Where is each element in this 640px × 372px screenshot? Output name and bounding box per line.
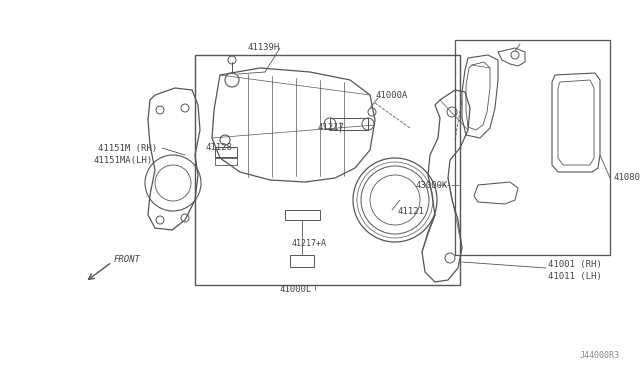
Bar: [455, 40, 610, 255]
Text: 41000L: 41000L: [280, 285, 312, 295]
Text: 43000K: 43000K: [416, 180, 448, 189]
Text: 41217: 41217: [318, 124, 345, 132]
Text: 41128: 41128: [206, 144, 233, 153]
Text: 41001 (RH): 41001 (RH): [548, 260, 602, 269]
Text: 41151MA(LH): 41151MA(LH): [94, 157, 153, 166]
Text: 41217+A: 41217+A: [292, 238, 327, 247]
Text: 41139H: 41139H: [247, 44, 279, 52]
Text: 41080K: 41080K: [613, 173, 640, 183]
Text: FRONT: FRONT: [114, 256, 141, 264]
Bar: [330, 118, 368, 130]
Bar: [215, 147, 237, 157]
Text: 41121: 41121: [397, 208, 424, 217]
Bar: [285, 210, 320, 220]
Bar: [290, 255, 314, 267]
Text: 41000A: 41000A: [375, 90, 407, 99]
Bar: [215, 158, 237, 165]
Text: 41011 (LH): 41011 (LH): [548, 273, 602, 282]
Text: J44000R3: J44000R3: [580, 352, 620, 360]
Bar: [195, 55, 460, 285]
Text: 41151M (RH): 41151M (RH): [98, 144, 157, 153]
